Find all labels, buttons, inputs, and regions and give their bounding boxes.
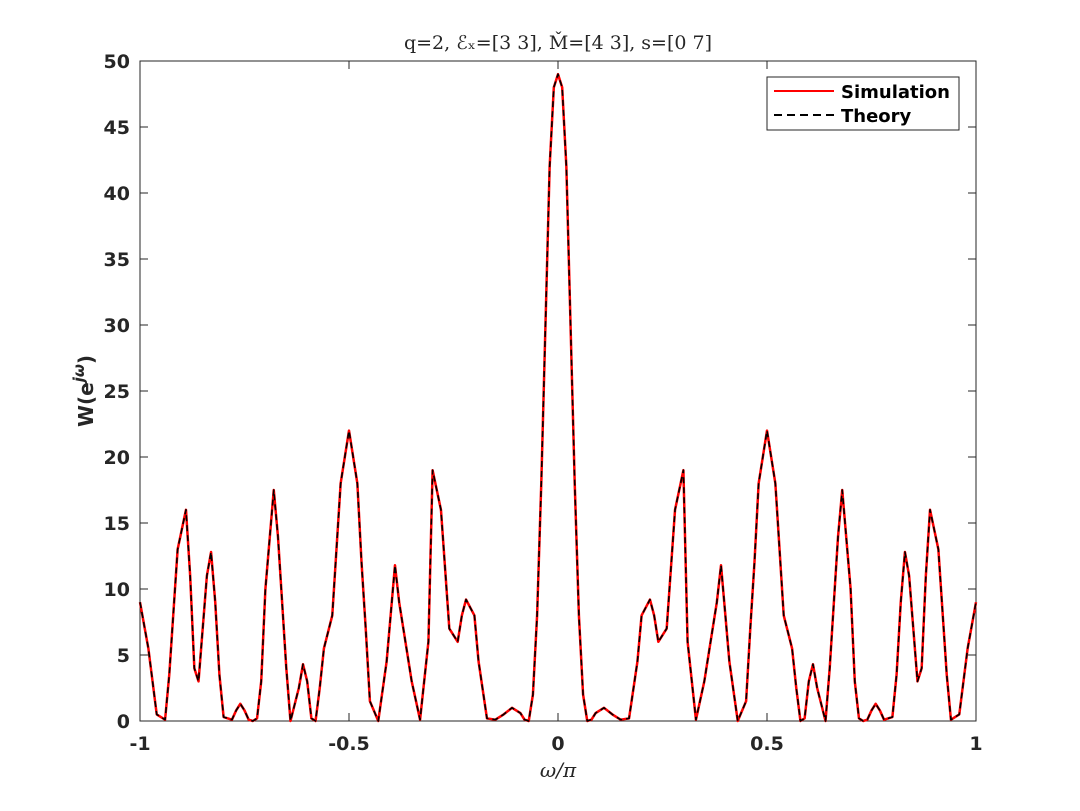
x-axis-ticks: -1 -0.5 0 0.5 1 [129,61,983,755]
y-axis-label-close: ) [74,355,98,364]
x-tick-label: -0.5 [328,733,370,755]
series-layer [138,72,978,723]
x-tick-label: 0.5 [750,733,784,755]
y-tick-label: 35 [104,249,130,271]
x-tick-label: -1 [129,733,150,755]
y-tick-label: 20 [104,447,130,469]
legend-label-simulation: Simulation [841,82,950,103]
y-tick-label: 25 [104,381,130,403]
y-tick-label: 10 [104,579,130,601]
legend: Simulation Theory [766,76,960,131]
y-tick-label: 45 [104,117,130,139]
y-axis-label-superscript: jω [70,364,88,384]
y-tick-label: 30 [104,315,130,337]
chart-title: q=2, ℰₓ=[3 3], M̌=[4 3], s=[0 7] [404,32,712,54]
legend-box [766,76,960,131]
plot-area [139,60,977,722]
x-axis-label: ω/π [540,758,577,782]
y-tick-label: 50 [104,51,130,73]
y-axis-label: W(ejω) [70,355,98,427]
y-tick-label: 0 [117,711,130,733]
x-tick-label: 0 [551,733,564,755]
series-line-theory [139,73,977,722]
y-axis-ticks: 0 5 10 15 20 25 30 35 40 45 50 [104,51,976,733]
y-tick-label: 40 [104,183,130,205]
y-tick-label: 15 [104,513,130,535]
y-axis-label-base: W(e [74,382,98,427]
x-tick-label: 1 [969,733,982,755]
legend-label-theory: Theory [841,106,912,127]
y-tick-label: 5 [117,645,130,667]
